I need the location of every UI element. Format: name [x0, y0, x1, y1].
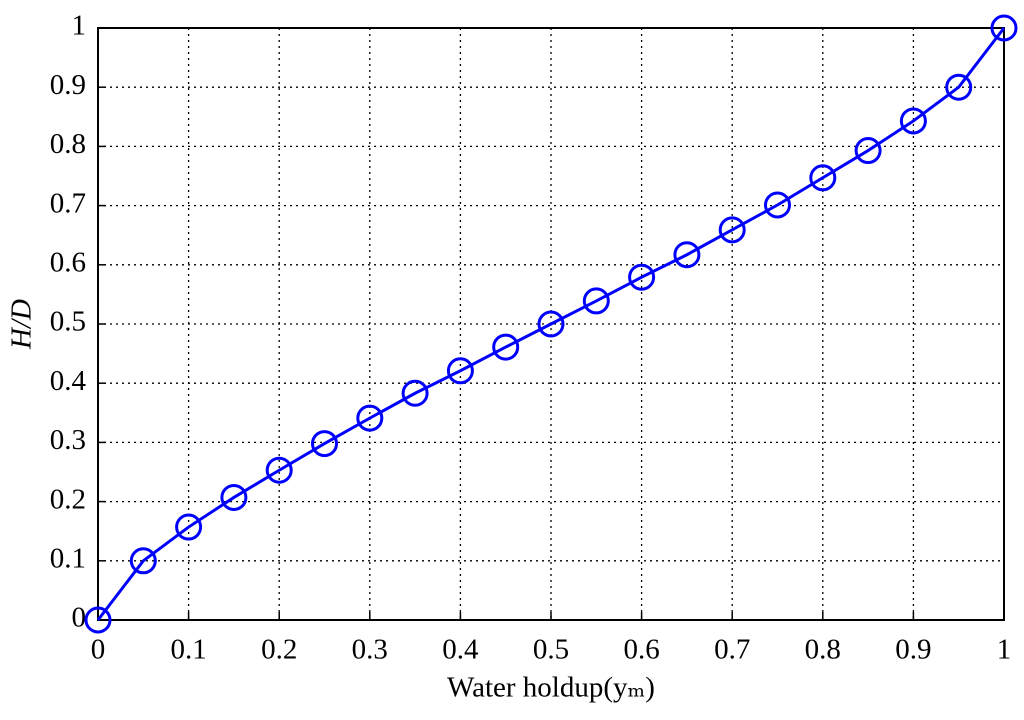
- marker: [265, 456, 293, 484]
- x-tick-label: 0.4: [442, 634, 479, 666]
- marker: [356, 404, 384, 432]
- marker: [990, 14, 1018, 42]
- marker: [84, 606, 112, 634]
- x-tick-label: 0: [91, 634, 106, 666]
- marker: [220, 483, 248, 511]
- y-tick-label: 0.6: [50, 246, 86, 278]
- x-tick-label: 0.9: [895, 634, 931, 666]
- marker: [673, 241, 701, 269]
- marker: [764, 191, 791, 219]
- marker: [582, 287, 610, 315]
- y-tick-label: 0.3: [50, 424, 86, 456]
- marker: [492, 333, 520, 361]
- y-axis-label: H/D: [6, 299, 38, 350]
- y-tick-label: 1: [72, 10, 87, 42]
- plot-frame: [97, 27, 1005, 621]
- x-tick-label: 0.1: [170, 634, 206, 666]
- y-tick-label: 0.4: [50, 365, 87, 397]
- y-tick-label: 0.5: [50, 306, 86, 338]
- y-tick-label: 0.2: [50, 483, 86, 515]
- line: [96, 27, 1006, 621]
- marker: [945, 73, 973, 101]
- marker: [401, 379, 429, 407]
- x-tick-label: 0.7: [714, 634, 750, 666]
- y-tick-label: 0.1: [50, 542, 86, 574]
- marker: [446, 357, 474, 385]
- x-tick-label: 0.6: [623, 634, 659, 666]
- x-tick-label: 0.8: [805, 634, 841, 666]
- marker: [537, 310, 565, 338]
- x-tick-label: 1: [997, 634, 1012, 666]
- marker: [311, 430, 338, 458]
- marker: [129, 547, 157, 575]
- marker: [628, 263, 656, 291]
- marker: [899, 107, 927, 135]
- x-tick-label: 0.2: [261, 634, 297, 666]
- marker: [854, 137, 882, 165]
- y-tick-label: 0.9: [50, 69, 86, 101]
- marker: [175, 513, 203, 541]
- marker: [718, 216, 746, 244]
- marker: [809, 164, 837, 192]
- y-tick-label: 0: [72, 602, 87, 634]
- y-tick-label: 0.8: [50, 128, 86, 160]
- x-axis-label: Water holdup(yₘ): [447, 672, 655, 704]
- x-tick-label: 0.5: [533, 634, 569, 666]
- x-tick-label: 0.3: [352, 634, 388, 666]
- y-tick-label: 0.7: [50, 187, 86, 219]
